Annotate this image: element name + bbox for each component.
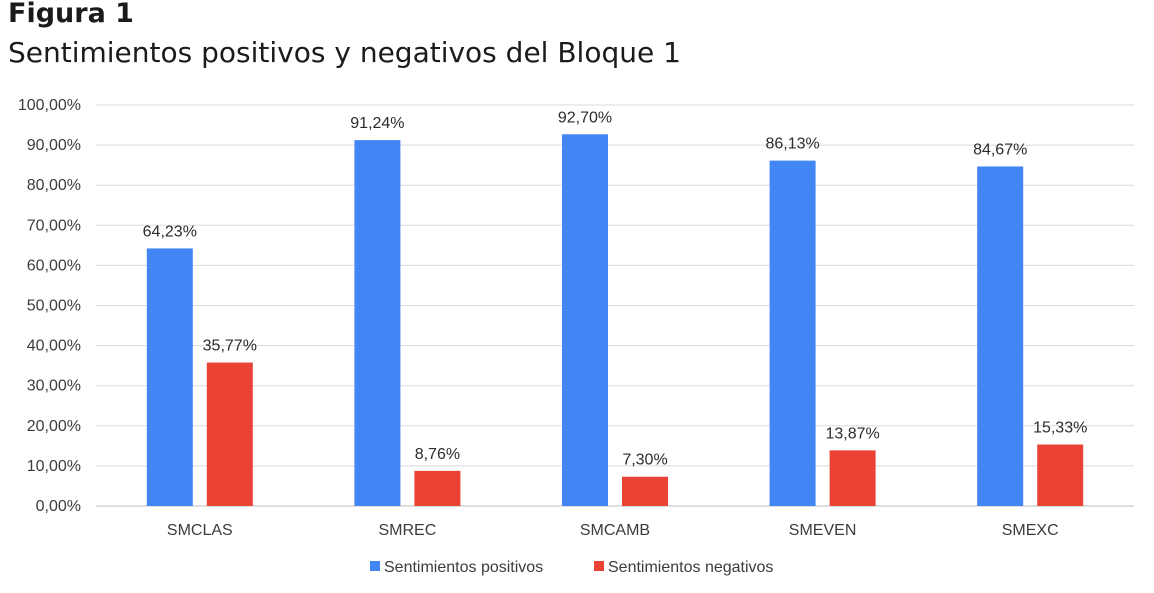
y-tick-label: 100,00%	[18, 97, 81, 114]
y-tick-label: 90,00%	[27, 137, 81, 154]
data-label: 35,77%	[203, 338, 257, 355]
x-tick-label: SMCLAS	[167, 522, 233, 539]
legend-label: Sentimientos positivos	[384, 559, 543, 576]
bar-positive-smexc	[977, 166, 1024, 506]
data-label: 86,13%	[765, 136, 819, 153]
bar-positive-smcamb	[562, 134, 608, 506]
x-tick-label: SMEVEN	[789, 522, 857, 539]
x-tick-label: SMEXC	[1002, 522, 1059, 539]
figure-title: Sentimientos positivos y negativos del B…	[8, 36, 681, 69]
figure-label: Figura 1	[8, 0, 134, 29]
data-label: 92,70%	[558, 109, 612, 126]
legend-item-positive: Sentimientos positivos	[370, 559, 543, 576]
x-tick-label: SMCAMB	[580, 522, 650, 539]
y-tick-label: 80,00%	[27, 177, 81, 194]
bar-positive-smclas	[146, 248, 193, 507]
data-label: 15,33%	[1033, 420, 1087, 437]
gridlines	[96, 104, 1134, 507]
y-axis: 0,00% 10,00% 20,00% 30,00% 40,00% 50,00% 60,00…	[18, 97, 81, 515]
data-label: 84,67%	[973, 141, 1027, 158]
data-label: 13,87%	[825, 425, 879, 442]
y-tick-label: 40,00%	[27, 338, 81, 355]
legend-label: Sentimientos negativos	[608, 559, 773, 576]
x-axis: SMCLAS SMREC SMCAMB SMEVEN SMEXC	[167, 522, 1059, 539]
bar-positive-smrec	[354, 140, 401, 506]
legend-swatch	[594, 561, 604, 571]
y-tick-label: 20,00%	[27, 418, 81, 435]
y-tick-label: 30,00%	[27, 378, 81, 395]
x-tick-label: SMREC	[379, 522, 437, 539]
bar-negative-smcamb	[622, 476, 668, 506]
y-tick-label: 50,00%	[27, 298, 81, 315]
legend: Sentimientos positivos Sentimientos negat…	[370, 559, 773, 576]
bar-positive-smeven	[769, 160, 816, 506]
legend-swatch	[370, 561, 380, 571]
bar-negative-smclas	[206, 362, 253, 506]
y-tick-label: 10,00%	[27, 458, 81, 475]
bar-negative-smrec	[414, 470, 461, 506]
data-label: 64,23%	[143, 223, 197, 240]
y-tick-label: 0,00%	[36, 498, 81, 515]
bar-negative-smeven	[829, 450, 876, 506]
y-tick-label: 70,00%	[27, 217, 81, 234]
bar-negative-smexc	[1037, 444, 1084, 506]
y-tick-label: 60,00%	[27, 257, 81, 274]
legend-item-negative: Sentimientos negativos	[594, 559, 773, 576]
data-label: 91,24%	[350, 115, 404, 132]
bars: 64,23% 35,77% 91,24% 8,76% 92,70% 7,30% 86,13%…	[143, 109, 1087, 507]
data-label: 8,76%	[415, 446, 460, 463]
data-label: 7,30%	[622, 452, 667, 469]
